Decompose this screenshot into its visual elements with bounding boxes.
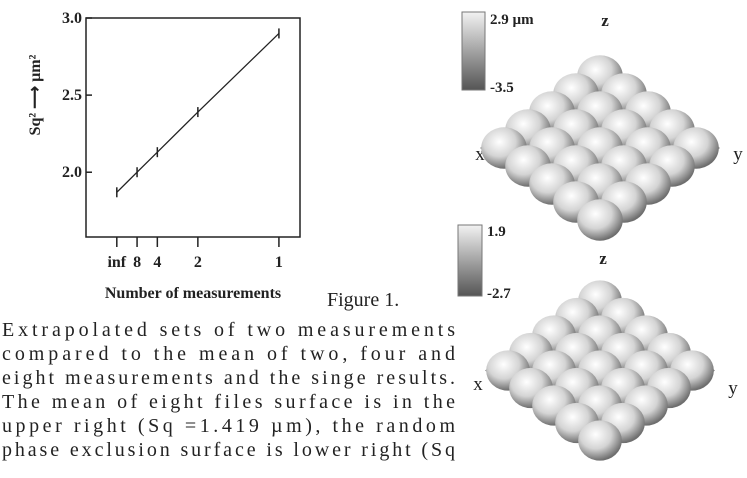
caption-line: eight measurements and the singe results… [2, 367, 455, 389]
y-tick-label: 2.0 [62, 164, 82, 181]
surface-bump [578, 420, 622, 460]
axis-z: z [599, 249, 607, 268]
colorbar-min: -2.7 [487, 286, 511, 302]
colorbar-max: 2.9 µm [490, 12, 534, 28]
caption-line: Extrapolated sets of two measurements [2, 319, 455, 341]
caption-line: phase exclusion surface is lower right (… [2, 439, 455, 461]
axis-y: y [728, 378, 738, 399]
x-tick-label: inf [107, 254, 126, 271]
colorbar [458, 225, 482, 296]
axis-x: x [473, 374, 483, 395]
y-axis-label: Sq² ⟶ µm² [27, 54, 44, 135]
x-axis-label: Number of measurements [105, 285, 281, 302]
plot-frame [86, 18, 300, 237]
y-tick-label: 3.0 [62, 10, 82, 27]
caption-line: compared to the mean of two, four and [2, 343, 455, 365]
x-tick-label: 8 [133, 254, 141, 271]
y-tick-label: 2.5 [62, 87, 82, 104]
x-tick-label: 2 [194, 254, 202, 271]
axis-z: z [601, 11, 609, 30]
caption-line: Figure 1. [327, 289, 399, 311]
figure: Sq² ⟶ µm² Number of measurements Figure … [0, 0, 747, 478]
caption-line: The mean of eight files surface is in th… [2, 391, 455, 413]
x-tick-label: 1 [275, 254, 283, 271]
surface-bump [577, 199, 623, 240]
colorbar-min: -3.5 [490, 80, 514, 96]
caption-line: upper right (Sq =1.419 µm), the random [2, 415, 455, 437]
colorbar [462, 12, 485, 90]
colorbar-max: 1.9 [487, 224, 506, 240]
x-tick-label: 4 [153, 254, 161, 271]
axis-y: y [733, 144, 743, 165]
